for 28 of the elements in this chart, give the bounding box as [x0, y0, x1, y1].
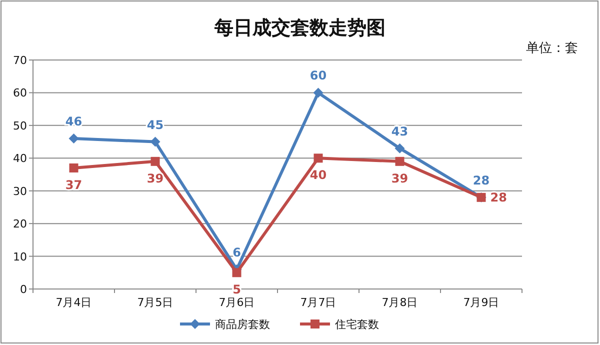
x-tick-label: 7月5日	[137, 296, 174, 309]
y-tick-label: 70	[13, 54, 27, 67]
y-tick-label: 60	[13, 86, 27, 100]
y-tick-label: 20	[13, 218, 27, 231]
data-label: 28	[490, 190, 507, 204]
data-label: 43	[391, 124, 408, 138]
legend-label: 住宅套数	[335, 318, 379, 331]
y-tick-label: 0	[20, 283, 27, 296]
data-label: 46	[65, 114, 82, 129]
x-tick-label: 7月7日	[300, 296, 336, 309]
data-label: 39	[146, 171, 164, 186]
legend-label: 商品房套数	[215, 318, 270, 331]
x-tick-label: 7月8日	[382, 296, 418, 309]
y-tick-label: 30	[13, 184, 27, 198]
chart-title: 每日成交套数走势图	[214, 17, 386, 39]
data-label: 40	[310, 168, 327, 182]
x-tick-label: 7月9日	[463, 296, 500, 309]
text: 单位：套	[526, 41, 578, 56]
y-tick-label: 10	[13, 250, 27, 264]
x-tick-label: 7月4日	[56, 296, 92, 309]
data-label: 39	[391, 171, 408, 186]
y-tick-label: 50	[13, 119, 27, 132]
data-label: 28	[472, 173, 490, 188]
data-label: 6	[232, 245, 241, 260]
y-tick-label: 40	[13, 152, 27, 166]
x-tick-label: 7月6日	[218, 296, 255, 309]
data-label: 37	[65, 178, 82, 192]
data-label: 60	[310, 68, 327, 83]
